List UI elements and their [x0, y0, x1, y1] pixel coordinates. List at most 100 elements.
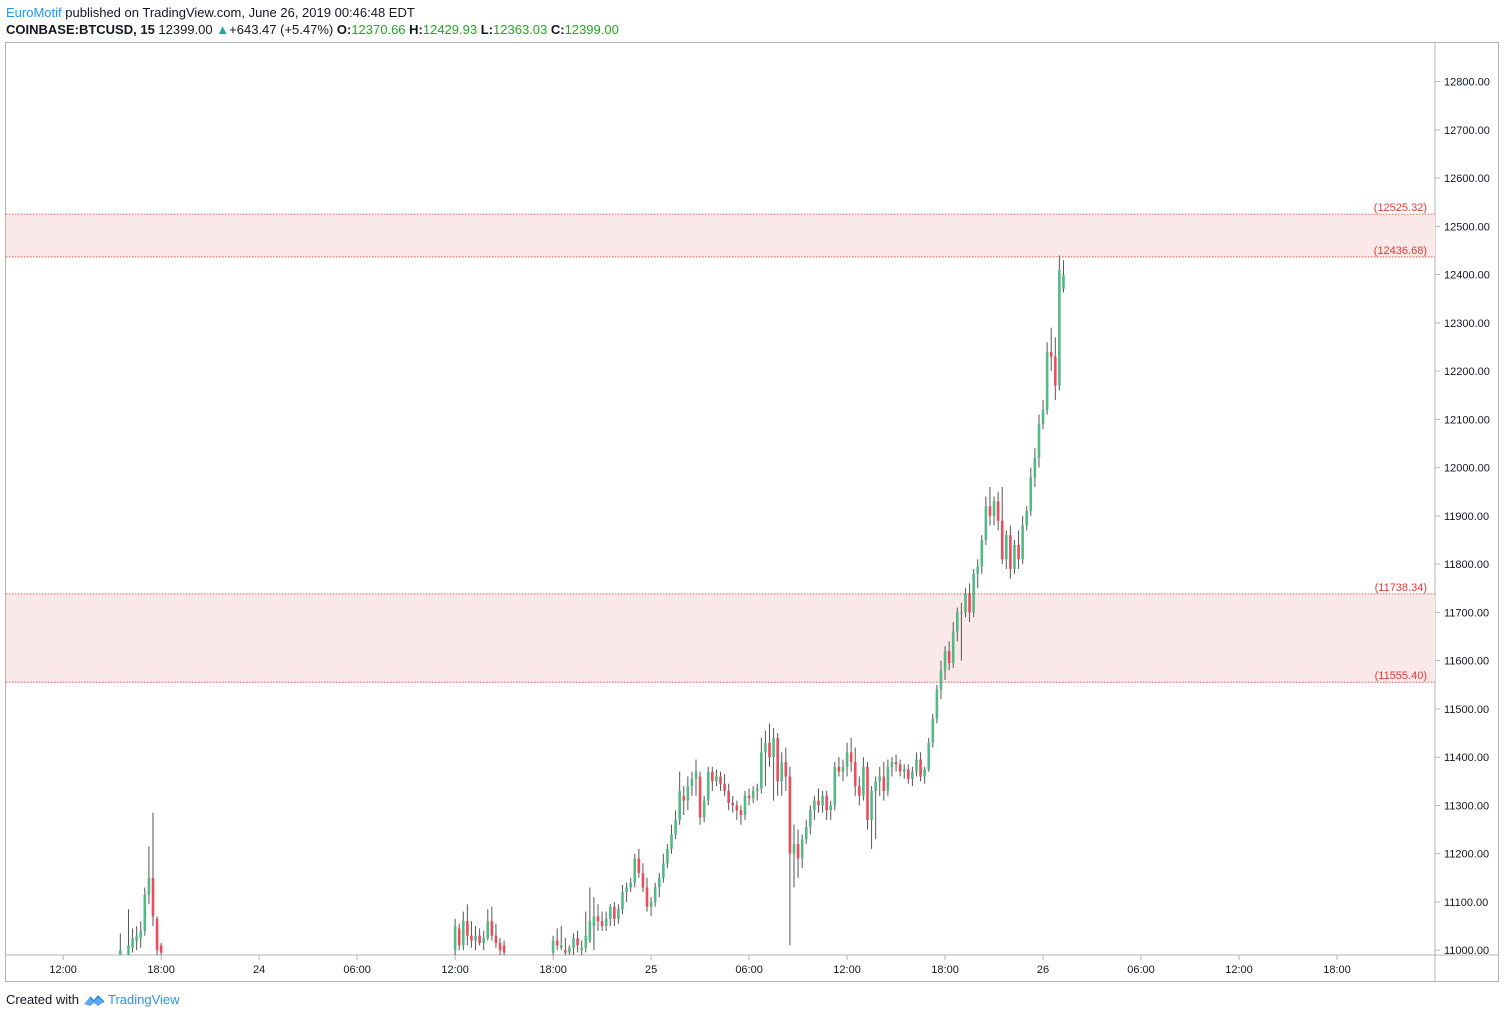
candle-body-down: [735, 805, 739, 811]
candle-body-down: [1000, 520, 1004, 560]
candle-body-down: [796, 844, 800, 859]
x-tick-label: 06:00: [343, 964, 371, 976]
zone-bottom-label-1: (12436.68): [1374, 245, 1427, 257]
candle-body-up: [951, 631, 955, 664]
candle-body-down: [502, 945, 506, 953]
candle-body-down: [564, 950, 567, 953]
candle-body-up: [804, 827, 808, 840]
candle-body-up: [935, 689, 939, 719]
candle-body-up: [1037, 424, 1041, 458]
x-tick-label: 24: [253, 964, 265, 976]
candle-body-up: [629, 882, 632, 888]
candle-body-up: [1041, 409, 1045, 425]
x-tick-label: 18:00: [147, 964, 175, 976]
candle-body-up: [670, 834, 673, 849]
candle-body-down: [645, 887, 649, 907]
candle-body-up: [662, 863, 665, 878]
candle-body-up: [1062, 275, 1065, 289]
x-tick-label: 12:00: [1225, 964, 1253, 976]
candle-body-up: [653, 887, 657, 902]
candle-body-down: [882, 776, 886, 791]
high-value: 12429.93: [422, 22, 478, 37]
candle-body-up: [923, 769, 926, 777]
candle-body-up: [821, 795, 824, 806]
candle-body-up: [809, 810, 812, 828]
candle-body-down: [637, 858, 641, 873]
candle-body-up: [1021, 525, 1024, 560]
y-tick-label: 11100.00: [1444, 897, 1488, 909]
candle-body-down: [858, 786, 861, 796]
zone-fill-1: [6, 214, 1435, 257]
x-tick-label: 12:00: [833, 964, 861, 976]
open-value: 12370.66: [351, 22, 406, 37]
x-tick-label: 18:00: [931, 964, 959, 976]
candle-body-up: [1013, 544, 1016, 569]
candle-body-up: [706, 771, 710, 801]
candle-body-up: [841, 766, 845, 772]
author-link[interactable]: EuroMotif: [6, 5, 62, 20]
candle-body-up: [902, 769, 906, 772]
symbol-label: COINBASE:BTCUSD, 15: [6, 22, 155, 37]
candle-body-up: [604, 918, 608, 927]
candle-body-up: [572, 938, 575, 948]
x-tick-label: 25: [645, 964, 657, 976]
candle-body-down: [849, 752, 853, 762]
candle-body-up: [984, 506, 988, 541]
candle-body-down: [837, 766, 841, 772]
candle-body-down: [1053, 356, 1057, 386]
candle-body-up: [878, 776, 882, 782]
candle-body-down: [155, 918, 159, 951]
candle-body-up: [956, 612, 959, 632]
low-value: 12363.03: [493, 22, 548, 37]
candle-body-down: [576, 938, 579, 946]
candle-body-up: [666, 848, 669, 864]
candle-body-down: [907, 769, 910, 779]
close-value: 12399.00: [564, 22, 619, 37]
candle-body-down: [1049, 351, 1053, 357]
candle-body-down: [731, 803, 735, 806]
candle-body-up: [833, 766, 837, 806]
candle-body-up: [633, 858, 637, 883]
candle-body-up: [625, 887, 628, 893]
candle-body-down: [739, 810, 743, 816]
candle-body-up: [686, 786, 690, 801]
x-tick-label: 12:00: [49, 964, 77, 976]
candle-body-down: [613, 906, 616, 919]
candle-body-up: [131, 938, 134, 948]
candle-body-up: [678, 790, 681, 820]
candle-body-up: [702, 800, 706, 818]
y-tick-label: 11400.00: [1444, 752, 1489, 764]
candle-body-up: [980, 540, 984, 567]
symbol-info: COINBASE:BTCUSD, 15 12399.00 ▲+643.47 (+…: [6, 22, 619, 37]
candle-body-down: [894, 761, 898, 765]
last-price: 12399.00: [158, 22, 213, 37]
candle-body-up: [780, 761, 784, 782]
candle-body-up: [657, 877, 661, 888]
x-tick-label: 18:00: [1323, 964, 1351, 976]
candle-body-up: [760, 752, 763, 789]
candle-body-up: [1005, 535, 1008, 560]
tradingview-brand-link[interactable]: TradingView: [107, 992, 180, 1007]
candle-body-down: [853, 761, 857, 787]
candle-body-down: [1017, 544, 1020, 560]
zone-top-label-2: (11738.34): [1375, 582, 1427, 594]
y-tick-label: 12600.00: [1444, 173, 1490, 185]
y-tick-label: 12300.00: [1444, 318, 1490, 330]
zone-top-label-1: (12525.32): [1374, 202, 1427, 214]
candle-body-up: [976, 566, 980, 574]
candle-body-up: [772, 737, 775, 758]
y-tick-label: 12200.00: [1444, 366, 1490, 378]
candle-body-up: [694, 771, 698, 779]
candle-body-up: [127, 945, 130, 955]
candle-body-down: [498, 942, 502, 951]
candle-body-down: [747, 795, 751, 799]
candle-body-up: [813, 800, 816, 811]
candle-body-up: [649, 901, 653, 907]
candle-body-up: [751, 790, 755, 799]
candle-body-up: [568, 947, 571, 953]
y-tick-label: 11300.00: [1444, 800, 1489, 812]
chart-frame[interactable]: [5, 42, 1499, 982]
candle-body-up: [1029, 477, 1033, 512]
y-tick-label: 11500.00: [1444, 704, 1489, 716]
